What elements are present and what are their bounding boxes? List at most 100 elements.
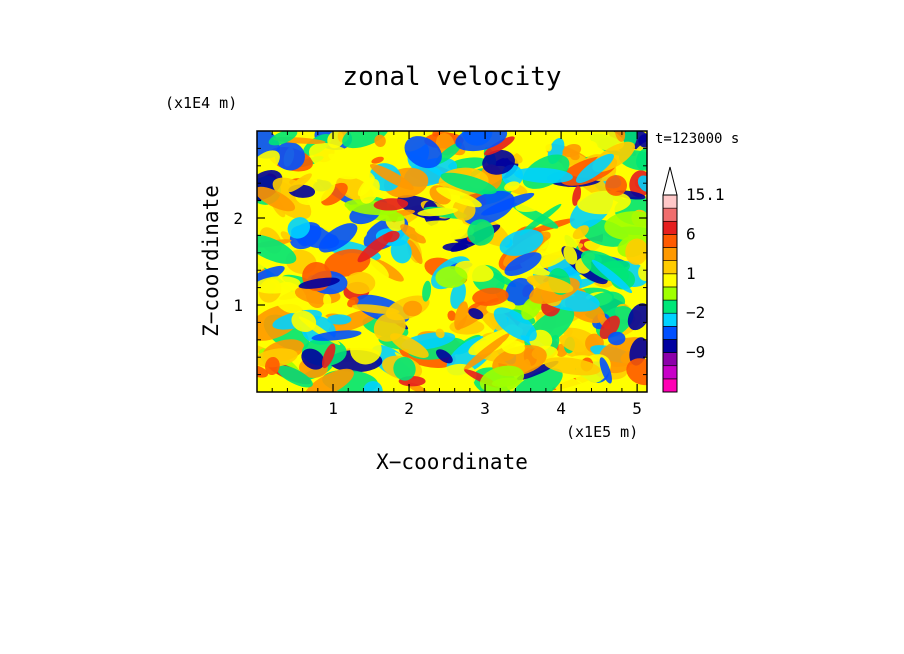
field-contour-patch — [320, 182, 348, 206]
field-contour-patch — [572, 225, 589, 240]
field-contour-patch — [374, 134, 386, 147]
colorbar-label: −2 — [686, 303, 705, 322]
colorbar-segment — [662, 234, 678, 248]
y-axis: 12 — [233, 147, 647, 376]
plot-frame — [256, 130, 648, 393]
colorbar: 15.1 6 1 −2 −9 — [662, 166, 725, 393]
field-contour-patch — [274, 141, 305, 171]
field-contour-patch — [268, 131, 298, 146]
field-contour-patch — [505, 277, 534, 306]
field-contour-patch — [345, 271, 376, 295]
chart-title: zonal velocity — [342, 62, 561, 92]
y-tick-label: 2 — [233, 209, 243, 228]
field-contour-patch — [614, 131, 626, 142]
colorbar-segment — [662, 273, 678, 288]
field-contour-patch — [510, 368, 563, 392]
field-contour-patch — [276, 365, 313, 388]
field-contour-patch — [393, 356, 416, 381]
field-contour-patch — [390, 239, 412, 264]
colorbar-segment — [662, 220, 678, 235]
field-contour-patch — [625, 238, 647, 265]
y-axis-title: Z−coordinate — [199, 185, 223, 337]
field-contour-patch — [265, 356, 280, 376]
field-contour-patch — [514, 167, 573, 184]
field-contour-patch — [636, 148, 647, 170]
x-tick-label: 3 — [480, 399, 490, 418]
field-contour-patch — [576, 153, 614, 184]
colorbar-segment — [662, 339, 678, 353]
field-contour-patch — [311, 330, 362, 341]
colorbar-segment — [662, 326, 678, 340]
field-contour-patch — [363, 381, 383, 392]
colorbar-segment — [662, 247, 678, 261]
x-axis: 1 2 3 4 5 — [271, 131, 642, 418]
colorbar-label: 6 — [686, 224, 696, 243]
field-contour-patch — [400, 224, 426, 244]
y-tick-label: 1 — [233, 296, 243, 315]
field-contour-patch — [321, 343, 336, 369]
colorbar-segment — [662, 365, 678, 380]
field-contour-patch — [435, 266, 468, 289]
field-contour-patch — [501, 339, 525, 355]
field-contour-patch — [448, 157, 487, 171]
field-contour-patch — [301, 348, 325, 370]
field-contour-patch — [599, 357, 612, 384]
field-contour-patch — [257, 150, 280, 179]
field-contour-patch — [440, 172, 497, 195]
field-contour-patch — [318, 223, 358, 253]
field-contour-patch — [407, 239, 423, 265]
x-unit-label: (x1E5 m) — [566, 423, 638, 441]
field-contour-patch — [499, 229, 544, 256]
field-contour-patch — [257, 131, 280, 159]
field-contour-patch — [328, 308, 380, 334]
velocity-field — [257, 131, 647, 392]
field-contour-patch — [577, 190, 631, 215]
field-contour-patch — [435, 142, 462, 165]
field-contour-patch — [591, 259, 633, 294]
colorbar-extend-arrow — [662, 166, 678, 196]
field-contour-patch — [436, 349, 453, 364]
y-unit-label: (x1E4 m) — [165, 94, 237, 112]
field-contour-patch — [359, 145, 382, 158]
colorbar-label: −9 — [686, 343, 705, 362]
field-contour-patch — [467, 219, 495, 246]
colorbar-label: 1 — [686, 264, 696, 283]
x-axis-title: X−coordinate — [376, 450, 528, 474]
field-contour-patch — [629, 337, 647, 366]
field-contour-patch — [328, 153, 375, 181]
field-contour-patch — [257, 265, 285, 288]
field-contour-patch — [383, 230, 400, 243]
field-contour-patch — [373, 198, 409, 211]
field-contour-patch — [482, 149, 515, 175]
field-contour-patch — [541, 138, 552, 152]
field-contour-patch — [298, 277, 340, 289]
x-tick-label: 5 — [632, 399, 642, 418]
colorbar-label: 15.1 — [686, 185, 725, 204]
field-contour-patch — [468, 308, 484, 320]
field-contour-patch — [350, 334, 382, 365]
field-contour-patch — [435, 328, 445, 339]
field-contour-patch — [626, 358, 647, 386]
field-contour-patch — [359, 178, 380, 204]
field-contour-patch — [257, 276, 301, 294]
field-contour-patch — [526, 275, 574, 294]
colorbar-segment — [662, 194, 678, 209]
colorbar-segment — [662, 352, 678, 367]
field-contour-patch — [463, 333, 510, 371]
field-contour-patch — [287, 173, 312, 193]
field-contour-patch — [491, 377, 519, 387]
field-contour-patch — [472, 287, 509, 306]
colorbar-segment — [662, 312, 678, 327]
field-contour-patch — [627, 303, 647, 331]
colorbar-segment — [662, 378, 678, 393]
field-contour-patch — [454, 301, 469, 331]
field-contour-patch — [493, 307, 537, 342]
field-contour-patch — [342, 131, 390, 149]
x-tick-label: 2 — [404, 399, 414, 418]
field-contour-patch — [436, 187, 482, 208]
colorbar-frame — [662, 194, 678, 393]
field-contour-patch — [287, 217, 311, 239]
field-contour-patch — [390, 333, 429, 358]
field-contour-patch — [559, 334, 586, 353]
